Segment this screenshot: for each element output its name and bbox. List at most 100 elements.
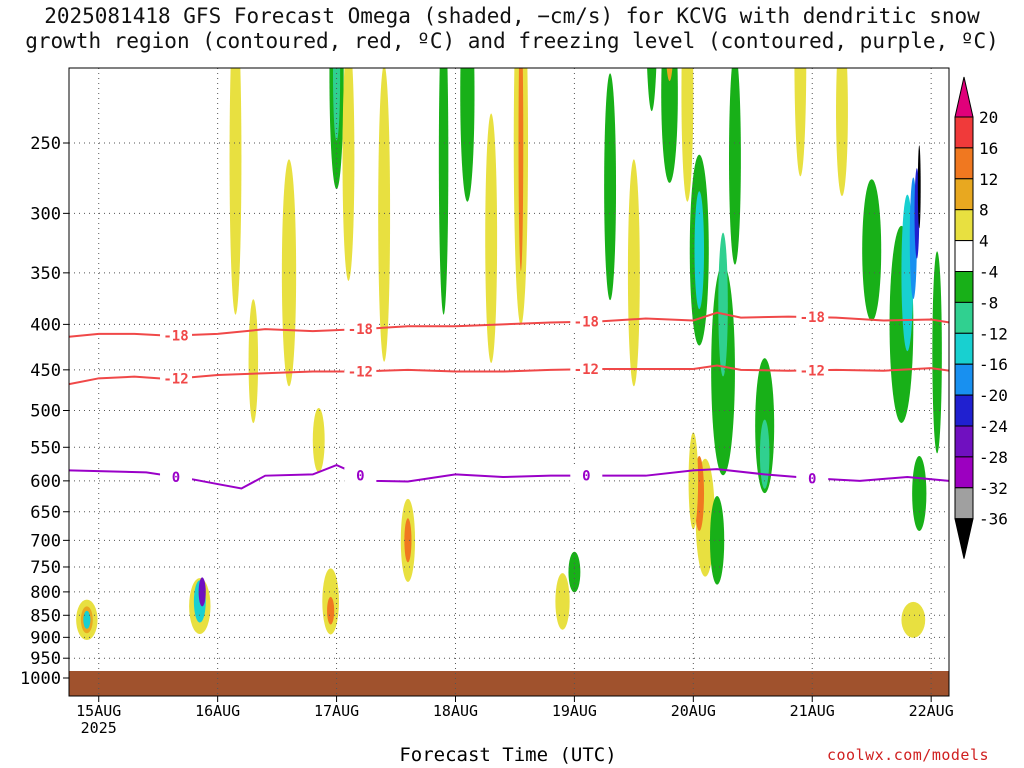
omega-shade-cell [327,596,335,625]
colorbar-label: 4 [979,232,989,251]
contour-label: -12 [800,363,825,379]
omega-shade-cell [518,68,524,271]
colorbar-cell [954,178,974,211]
contour-label: -18 [800,310,825,326]
colorbar-label: 20 [979,108,998,127]
y-tick-label: 300 [30,204,61,224]
omega-shade-cell [198,577,206,607]
omega-shade-cell [248,299,259,424]
x-tick-label: 22AUG [909,702,954,720]
y-tick-label: 900 [30,628,61,648]
plot-frame [68,67,950,697]
omega-shade-cell [312,407,325,473]
omega-shade-cell [718,232,728,377]
colorbar-label: 16 [979,139,998,158]
y-tick-label: 250 [30,134,61,154]
contour-label: -18 [348,322,373,338]
credit-text: coolwx.com/models [827,746,990,764]
contour-label-bg [796,309,829,326]
y-tick-label: 400 [30,315,61,335]
colorbar-label: -32 [979,479,1008,498]
x-year-label: 2025 [81,719,117,737]
contour-label: 0 [172,470,180,486]
contour-label-bg [796,470,829,487]
contour-label: -18 [574,315,599,331]
colorbar-cell [954,394,974,427]
omega-shade-cell [555,573,570,630]
colorbar-cell [954,363,974,396]
omega-shade-cell [759,419,770,489]
omega-shade-cell [647,68,657,112]
x-axis-title: Forecast Time (UTC) [399,744,617,766]
omega-shade-cell [862,179,882,322]
omega-shade-cell [333,68,341,141]
omega-shade-cell [729,68,741,265]
colorbar-cell [954,456,974,489]
colorbar-cell [954,332,974,365]
omega-shade-cell [917,145,921,229]
y-tick-label: 650 [30,503,61,523]
contour-label-bg [570,313,603,330]
colorbar-cell [954,301,974,334]
contour-label: 0 [356,469,364,485]
colorbar-label: -12 [979,324,1008,343]
contour-label: -18 [163,329,188,345]
omega-shade-cell [901,601,926,638]
contour-label-bg [160,468,193,485]
colorbar-label: -4 [979,263,998,282]
x-tick-label: 16AUG [195,702,240,720]
colorbar-label: -36 [979,510,1008,529]
contour-label-bg [344,321,377,338]
omega-shade-cell [83,610,91,629]
omega-shade-cell [627,159,640,387]
colorbar-label: 8 [979,201,989,220]
grid-lines [69,68,949,696]
omega-shade-cell [229,68,242,315]
colorbar-cell [954,271,974,303]
y-tick-label: 800 [30,583,61,603]
omega-shade-cell [378,68,391,362]
y-tick-label: 500 [30,402,61,422]
colorbar-cap-top [954,76,974,118]
contour-label: -12 [574,362,599,378]
colorbar-cell [954,209,974,242]
omega-shade-cell [404,518,412,563]
chart-title: 2025081418 GFS Forecast Omega (shaded, −… [25,4,999,53]
omega-shade-cell [568,551,581,593]
x-tick-label: 19AUG [552,702,597,720]
y-tick-label: 350 [30,264,61,284]
colorbar-cell [954,487,974,520]
colorbar-label: -16 [979,355,1008,374]
omega-shading [76,68,942,641]
colorbar-cap-bottom [954,518,974,559]
omega-shade-cell [932,251,942,454]
contour-label: -12 [163,372,188,388]
x-tick-label: 15AUG [76,702,121,720]
omega-shade-cell [794,68,807,177]
x-axis: 15AUG 16AUG 17AUG 18AUG 19AUG 20AUG 21AUG 22AUG… [76,696,954,737]
contour-lines: -18 -18 -18 -18 -12 -12 -12 -12 0 0 0 0 [69,309,949,490]
omega-shade-cell [709,496,725,585]
y-tick-label: 450 [30,361,61,381]
y-tick-label: 600 [30,472,61,492]
colorbar-cell [954,116,974,149]
omega-shade-cell [342,68,355,281]
y-tick-label: 950 [30,649,61,669]
colorbar-cell [954,425,974,458]
contour-label-bg [160,370,193,387]
colorbar-cell [954,147,974,180]
contour-label-bg [344,363,377,380]
omega-shade-cell [688,432,699,530]
x-tick-label: 18AUG [433,702,478,720]
colorbar-label: -20 [979,386,1008,405]
contour-label: -12 [348,365,373,381]
y-tick-label: 750 [30,558,61,578]
omega-shade-cell [485,113,498,364]
y-axis: 2503003504004505005506006507007508008509… [20,134,69,689]
contour-label-bg [796,362,829,379]
omega-shade-cell [681,68,694,202]
contour-label: 0 [582,469,590,485]
omega-shade-cell [912,456,927,531]
x-tick-label: 21AUG [790,702,835,720]
